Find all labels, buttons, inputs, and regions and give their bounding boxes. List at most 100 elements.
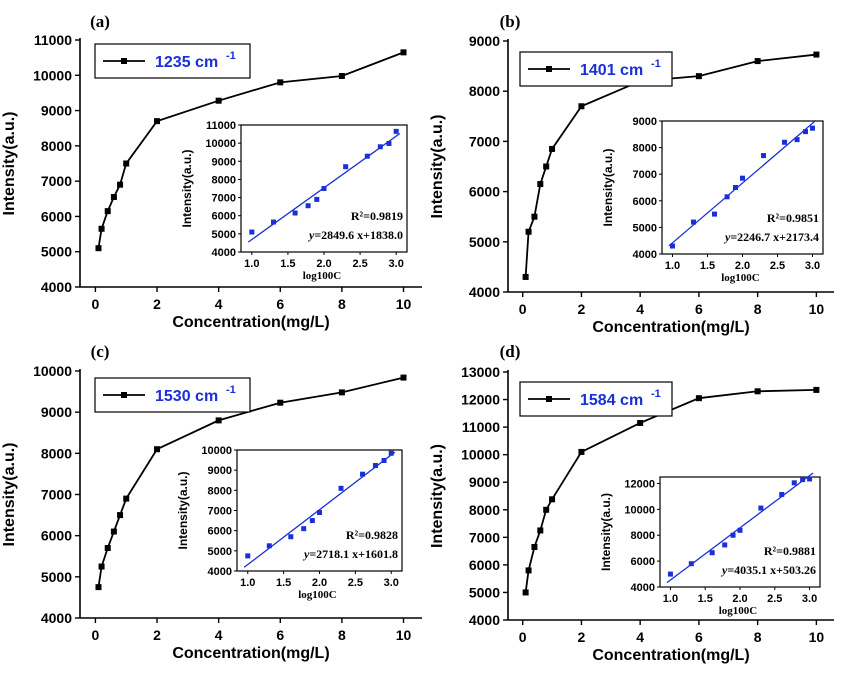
x-tick-label: 0: [519, 629, 527, 645]
data-point: [695, 395, 702, 402]
x-tick-label: 6: [276, 296, 284, 312]
inset-x-tick-label: 1.0: [244, 258, 259, 270]
inset-x-tick-label: 1.0: [665, 260, 680, 272]
y-axis-title: Intensity(a.u.): [1, 442, 18, 546]
inset-point: [377, 144, 383, 150]
inset-x-tick-label: 3.0: [384, 577, 399, 589]
inset-point: [338, 485, 344, 491]
y-tick-label: 9000: [41, 404, 72, 420]
inset-x-tick-label: 1.5: [698, 593, 713, 605]
data-point: [154, 446, 161, 453]
data-point: [522, 273, 529, 280]
y-tick-label: 9000: [469, 33, 500, 49]
y-tick-label: 10000: [33, 363, 72, 379]
x-axis-title: Concentration(mg/L): [592, 647, 749, 664]
y-tick-label: 7000: [469, 133, 500, 149]
y-tick-label: 8000: [41, 138, 72, 154]
inset-y-tick-label: 10000: [205, 138, 236, 150]
inset-y-tick-label: 6000: [631, 556, 655, 568]
x-tick-label: 8: [338, 296, 346, 312]
inset-point: [317, 510, 322, 516]
inset-point: [782, 139, 787, 145]
panel-0: (a)0 2 4 6 8 10400050006000700080009000100001…: [1, 12, 422, 331]
inset-x-axis-title: log100C: [719, 605, 758, 617]
equation-body: =2246.7 x+2173.4: [730, 230, 819, 244]
inset-y-tick-label: 4000: [212, 247, 236, 259]
y-tick-label: 4000: [41, 279, 72, 295]
data-point: [117, 181, 124, 188]
data-point: [525, 228, 532, 235]
data-point: [549, 145, 556, 152]
y-tick-label: 9000: [41, 103, 72, 119]
r2-annotation: R²=0.9851: [767, 211, 819, 225]
inset-y-tick-label: 6000: [212, 211, 236, 223]
data-point: [338, 389, 345, 396]
inset-x-tick-label: 2.5: [352, 258, 367, 270]
inset-point: [314, 196, 320, 202]
inset-y-tick-label: 12000: [624, 478, 655, 490]
y-tick-label: 4000: [469, 284, 500, 300]
r2-annotation: R²=0.9881: [764, 544, 816, 558]
inset-x-tick-label: 2.5: [767, 593, 782, 605]
inset-point: [360, 471, 366, 477]
y-tick-label: 7000: [469, 529, 500, 545]
panel-label: (c): [91, 342, 110, 361]
y-tick-label: 8000: [469, 502, 500, 518]
inset-y-tick-label: 11000: [206, 120, 236, 132]
x-tick-label: 6: [695, 629, 703, 645]
inset-y-tick-label: 9000: [212, 156, 236, 168]
inset-point: [758, 505, 764, 511]
inset-point: [724, 194, 730, 200]
inset-x-tick-label: 2.0: [312, 577, 327, 589]
legend-marker: [546, 66, 552, 72]
data-point: [277, 79, 284, 86]
data-point: [98, 563, 105, 570]
inset-x-tick-label: 3.0: [805, 260, 820, 272]
inset-point: [388, 450, 394, 456]
inset-point: [670, 243, 675, 249]
data-point: [104, 545, 111, 552]
x-tick-label: 2: [578, 629, 586, 645]
r2-annotation: R²=0.9819: [351, 209, 403, 223]
x-tick-label: 8: [338, 627, 346, 643]
inset-y-tick-label: 4000: [633, 249, 657, 261]
inset-point: [270, 219, 276, 225]
inset-y-tick-label: 10000: [201, 445, 232, 457]
x-tick-label: 2: [153, 296, 161, 312]
equation-body: =4035.1 x+503.26: [727, 563, 816, 577]
y-tick-label: 8000: [469, 83, 500, 99]
inset-point: [688, 561, 694, 567]
x-tick-label: 10: [809, 301, 825, 317]
inset-y-tick-label: 6000: [633, 196, 657, 208]
equation-y: y: [720, 563, 728, 577]
inset-point: [794, 137, 800, 143]
y-axis-title: Intensity(a.u.): [429, 444, 446, 548]
legend-marker: [121, 58, 127, 64]
y-tick-label: 7000: [41, 487, 72, 503]
equation-y: y: [307, 228, 315, 242]
inset-x-tick-label: 1.0: [240, 577, 255, 589]
data-point: [123, 160, 130, 167]
inset-x-tick-label: 2.0: [316, 258, 331, 270]
x-tick-label: 0: [519, 301, 527, 317]
y-tick-label: 7000: [41, 173, 72, 189]
x-tick-label: 4: [215, 627, 223, 643]
data-point: [338, 72, 345, 79]
x-tick-label: 10: [396, 296, 412, 312]
inset-y-tick-label: 4000: [631, 582, 655, 594]
legend-superscript: -1: [651, 58, 661, 70]
inset-point: [691, 219, 696, 225]
inset-point: [301, 526, 307, 532]
y-tick-label: 5000: [41, 569, 72, 585]
data-point: [754, 58, 761, 65]
y-tick-label: 9000: [469, 474, 500, 490]
inset-point: [800, 477, 806, 483]
inset-point: [740, 175, 745, 181]
data-point: [531, 213, 538, 220]
legend-label: 1584 cm: [580, 392, 643, 409]
y-tick-label: 11000: [34, 32, 72, 48]
inset-x-axis-title: log100C: [721, 272, 760, 284]
data-point: [543, 506, 550, 513]
data-point: [117, 512, 124, 519]
